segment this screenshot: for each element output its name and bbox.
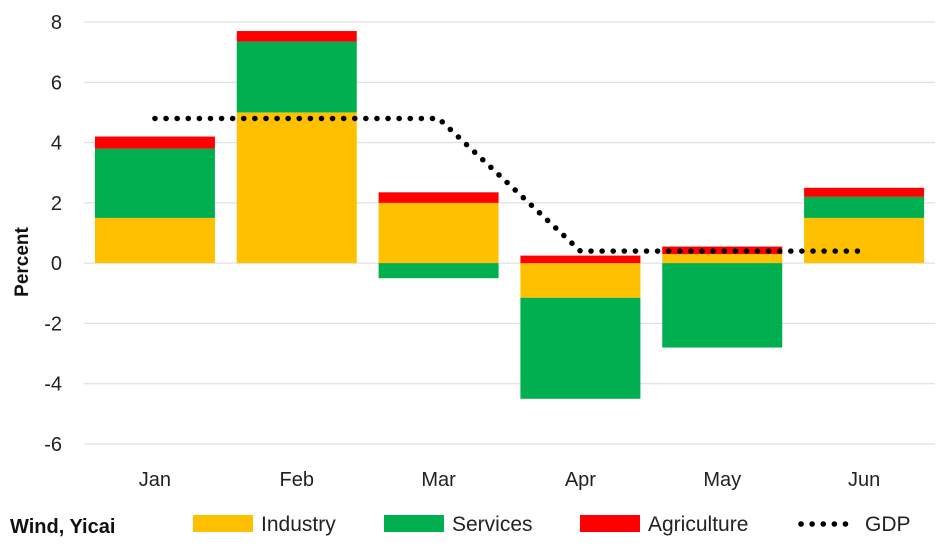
gridlines <box>84 21 935 445</box>
legend: Industry Services Agriculture GDP <box>193 513 911 536</box>
x-tick-label-mar: Mar <box>421 469 456 491</box>
legend-item-industry: Industry <box>193 513 336 536</box>
bar-industry-may <box>662 254 783 264</box>
bar-industry-jan <box>94 217 215 264</box>
legend-item-services: Services <box>384 513 533 536</box>
bar-industry-feb <box>236 112 357 264</box>
x-tick-label-apr: Apr <box>565 469 596 491</box>
y-tick-label: -4 <box>44 374 62 396</box>
legend-item-agriculture: Agriculture <box>580 513 748 536</box>
legend-swatch-agriculture <box>580 515 640 532</box>
legend-label-industry: Industry <box>261 513 336 536</box>
bar-agriculture-apr <box>520 255 641 264</box>
x-tick-label-feb: Feb <box>280 469 314 491</box>
y-tick-label: 0 <box>51 253 62 275</box>
y-tick-label: 8 <box>51 12 62 34</box>
y-tick-label: 2 <box>51 193 62 215</box>
bar-services-jan <box>94 148 215 218</box>
bars <box>94 31 925 399</box>
y-axis-label: Percent <box>12 226 33 296</box>
bar-services-mar <box>378 263 499 279</box>
y-tick-label: 4 <box>51 133 62 155</box>
y-tick-label: -6 <box>44 434 62 456</box>
bar-services-apr <box>520 297 641 399</box>
legend-item-gdp: GDP <box>798 513 911 536</box>
bar-agriculture-jan <box>94 136 215 149</box>
y-tick-label: -2 <box>44 313 62 335</box>
legend-swatch-services <box>384 515 444 532</box>
bar-industry-apr <box>520 263 641 298</box>
x-tick-label-jun: Jun <box>848 469 880 491</box>
y-tick-label: 6 <box>51 72 62 94</box>
legend-label-gdp: GDP <box>865 513 911 536</box>
bar-services-may <box>662 263 783 348</box>
legend-label-services: Services <box>452 513 533 536</box>
x-tick-label-jan: Jan <box>139 469 171 491</box>
bar-agriculture-jun <box>804 187 925 197</box>
bar-industry-jun <box>804 217 925 264</box>
source-note: Wind, Yicai <box>10 516 115 538</box>
bar-agriculture-mar <box>378 192 499 203</box>
bar-agriculture-feb <box>236 31 357 42</box>
legend-label-agriculture: Agriculture <box>648 513 748 536</box>
x-tick-label-may: May <box>703 469 741 491</box>
y-axis-ticks: 8 6 4 2 0 -2 -4 -6 <box>44 12 62 456</box>
bar-services-jun <box>804 196 925 218</box>
legend-swatch-industry <box>193 515 253 532</box>
x-axis-ticks: Jan Feb Mar Apr May Jun <box>139 469 880 491</box>
bar-industry-mar <box>378 202 499 264</box>
gdp-line <box>152 115 867 254</box>
bar-services-feb <box>236 41 357 113</box>
gdp-series-line <box>152 115 867 254</box>
